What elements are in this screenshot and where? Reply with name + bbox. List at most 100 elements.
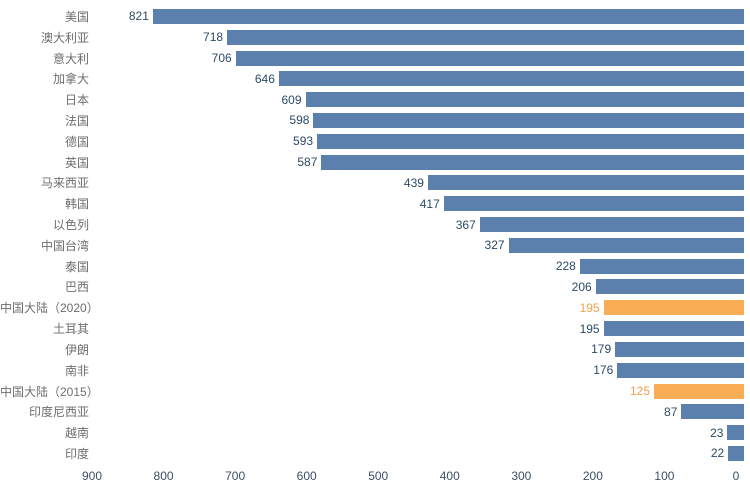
value-label: 327: [484, 238, 505, 253]
chart-bar[interactable]: [479, 217, 744, 233]
chart-row: 巴西 206: [0, 277, 744, 298]
value-label: 417: [419, 196, 440, 211]
category-label: 澳大利亚: [40, 30, 89, 45]
value-label: 179: [591, 342, 612, 357]
value-label: 367: [455, 217, 476, 232]
chart-bar[interactable]: [305, 92, 744, 108]
chart-bar[interactable]: [227, 29, 744, 45]
category-label: 意大利: [52, 51, 89, 66]
chart-row: 中国大陆（2015） 125: [0, 381, 744, 402]
chart-row: 美国 821: [0, 6, 744, 27]
plot-area: 439: [96, 173, 744, 194]
chart-bar[interactable]: [508, 237, 744, 253]
chart-bar[interactable]: [152, 8, 744, 24]
x-axis-tick: 600: [296, 469, 317, 483]
plot-area: 598: [96, 110, 744, 131]
chart-row: 韩国 417: [0, 193, 744, 214]
value-label: 587: [297, 155, 318, 170]
x-axis-tick: 200: [582, 469, 603, 483]
plot-area: 179: [96, 339, 744, 360]
value-label: 195: [579, 321, 600, 336]
plot-area: 206: [96, 277, 744, 298]
chart-row: 法国 598: [0, 110, 744, 131]
plot-area: 706: [96, 48, 744, 69]
chart-row: 中国台湾 327: [0, 235, 744, 256]
category-label: 中国大陆（2020）: [0, 301, 99, 316]
chart-bar[interactable]: [727, 425, 744, 441]
value-label: 125: [629, 384, 650, 399]
value-label: 593: [293, 134, 314, 149]
chart-bar[interactable]: [617, 362, 744, 378]
value-label: 439: [403, 175, 424, 190]
chart-row: 南非 176: [0, 360, 744, 381]
chart-bar[interactable]: [681, 404, 744, 420]
plot-area: 195: [96, 318, 744, 339]
value-label: 609: [281, 92, 302, 107]
chart-row: 印度尼西亚 87: [0, 401, 744, 422]
chart-bar[interactable]: [728, 445, 744, 461]
chart-row: 泰国 228: [0, 256, 744, 277]
chart-bar[interactable]: [313, 112, 744, 128]
plot-area: 587: [96, 152, 744, 173]
plot-area: 821: [96, 6, 744, 27]
value-label: 598: [289, 113, 310, 128]
plot-area: 228: [96, 256, 744, 277]
value-label: 206: [571, 279, 592, 294]
category-label: 南非: [64, 363, 89, 378]
value-label: 646: [254, 71, 275, 86]
category-label: 土耳其: [52, 322, 89, 337]
x-axis-tick: 900: [81, 469, 103, 483]
chart-row: 英国 587: [0, 152, 744, 173]
value-label: 22: [710, 446, 725, 461]
x-axis-tick: 700: [225, 469, 246, 483]
value-label: 23: [710, 425, 724, 440]
x-axis-tick: 800: [153, 469, 174, 483]
chart-bar[interactable]: [579, 258, 744, 274]
plot-area: 327: [96, 235, 744, 256]
category-label: 印度尼西亚: [28, 405, 89, 420]
chart-bar[interactable]: [235, 50, 744, 66]
x-axis-tick: 500: [368, 469, 389, 483]
x-axis-tick: 400: [439, 469, 460, 483]
category-label: 泰国: [64, 259, 89, 274]
plot-area: 417: [96, 193, 744, 214]
x-axis-tick: 300: [511, 469, 532, 483]
chart-bar[interactable]: [321, 154, 744, 170]
category-label: 巴西: [64, 280, 89, 295]
plot-area: 609: [96, 89, 744, 110]
chart-bar[interactable]: [278, 71, 744, 87]
chart-bar[interactable]: [603, 321, 744, 337]
category-label: 马来西亚: [40, 176, 89, 191]
chart-bar[interactable]: [427, 175, 744, 191]
category-label: 英国: [64, 155, 89, 170]
category-label: 中国大陆（2015）: [0, 384, 99, 399]
chart-row: 日本 609: [0, 89, 744, 110]
x-axis-tick: 100: [654, 469, 675, 483]
chart-row: 意大利 706: [0, 48, 744, 69]
chart-bar[interactable]: [443, 196, 744, 212]
value-label: 87: [664, 404, 678, 419]
plot-area: 125: [96, 381, 744, 402]
x-axis-tick: 0: [732, 469, 740, 483]
chart-row: 印度 22: [0, 443, 744, 464]
chart-bar[interactable]: [615, 341, 744, 357]
value-label: 228: [555, 259, 576, 274]
chart-row: 加拿大 646: [0, 68, 744, 89]
plot-area: 646: [96, 68, 744, 89]
chart-bar[interactable]: [654, 383, 744, 399]
category-label: 以色列: [52, 218, 89, 233]
category-label: 越南: [64, 426, 89, 441]
chart-bar[interactable]: [603, 300, 744, 316]
chart-bar[interactable]: [595, 279, 744, 295]
chart-row: 以色列 367: [0, 214, 744, 235]
plot-area: 22: [96, 443, 744, 464]
value-label: 195: [579, 300, 600, 315]
category-label: 加拿大: [52, 72, 89, 87]
chart-bar[interactable]: [317, 133, 744, 149]
chart-row: 德国 593: [0, 131, 744, 152]
value-label: 718: [203, 30, 224, 45]
plot-area: 718: [96, 27, 744, 48]
plot-area: 593: [96, 131, 744, 152]
value-label: 176: [593, 363, 614, 378]
